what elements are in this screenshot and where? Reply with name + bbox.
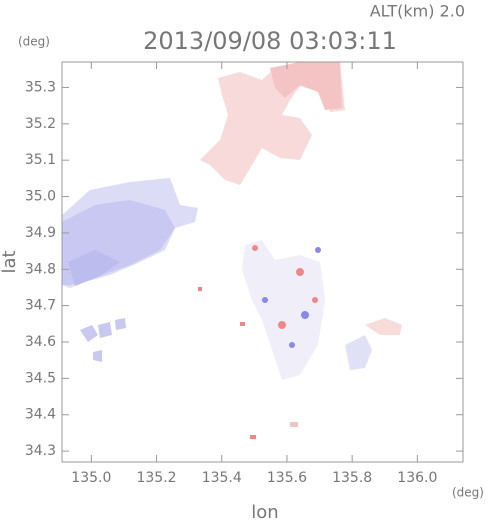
y-tick-label: 34.8 (25, 261, 56, 277)
chart-title: 2013/09/08 03:03:11 (143, 27, 397, 55)
x-tick-label: 135.0 (71, 470, 111, 486)
y-tick-label: 34.6 (25, 334, 56, 350)
y-tick-label: 35.2 (25, 116, 56, 132)
y-tick-label: 34.4 (25, 407, 56, 423)
y-tick-label: 35.1 (25, 152, 56, 168)
y-tick-label: 34.9 (25, 225, 56, 241)
x-tick-label: 135.6 (267, 470, 307, 486)
x-tick-label: 136.0 (397, 470, 437, 486)
y-tick-label: 34.7 (25, 298, 56, 314)
y-tick-label: 34.3 (25, 443, 56, 459)
x-tick-label: 135.4 (202, 470, 242, 486)
y-axis-label: lat (0, 250, 20, 273)
subtitle: ALT(km) 2.0 (370, 2, 465, 21)
y-tick-label: 35.3 (25, 79, 56, 95)
y-tick-label: 34.5 (25, 370, 56, 386)
y-unit: (deg) (18, 35, 50, 49)
x-tick-label: 135.2 (136, 470, 176, 486)
y-tick-label: 35.0 (25, 189, 56, 205)
x-unit: (deg) (452, 486, 484, 500)
plot-frame (61, 61, 464, 463)
x-axis-label: lon (251, 502, 278, 521)
x-tick-label: 135.8 (332, 470, 372, 486)
echo-blobs (62, 62, 402, 439)
